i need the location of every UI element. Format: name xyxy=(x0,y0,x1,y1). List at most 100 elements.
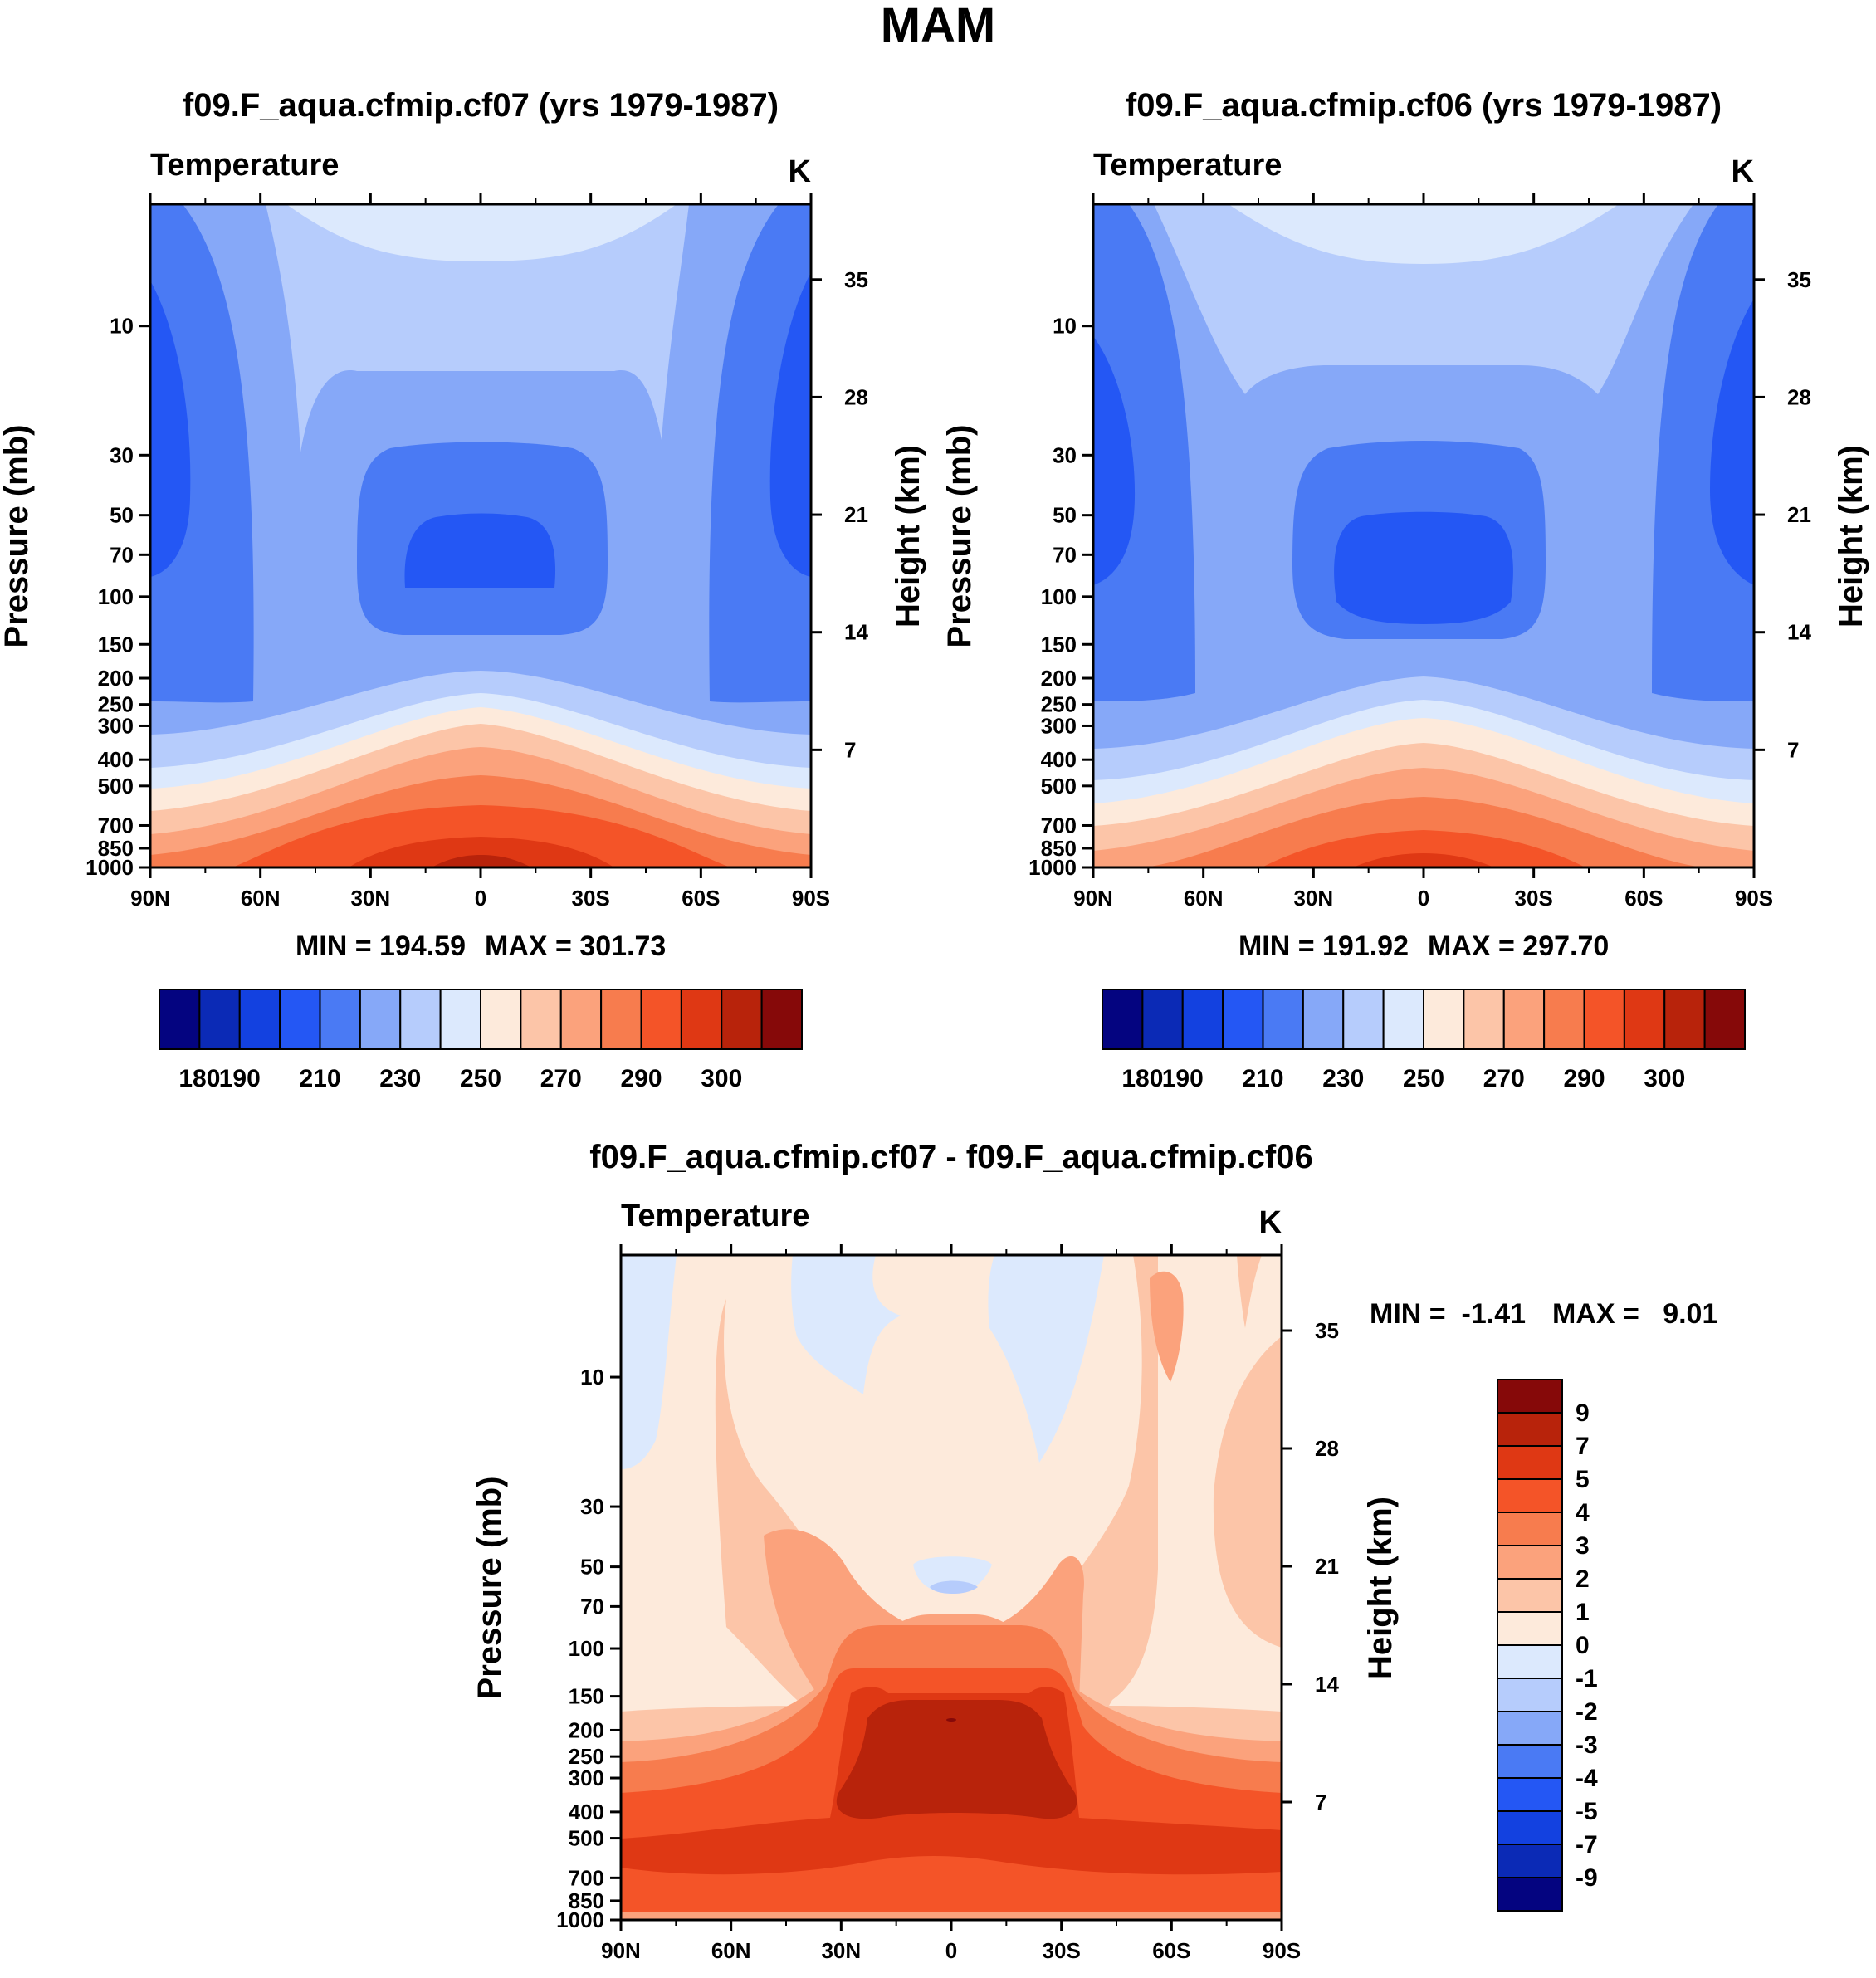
ylabel-pressure: Pressure (mb) xyxy=(941,425,978,648)
colorbar-swatch xyxy=(1497,1512,1563,1546)
y-tick-label: 1000 xyxy=(1028,855,1077,880)
colorbar-swatch xyxy=(1463,989,1505,1050)
units-label: K xyxy=(1732,154,1755,189)
colorbar-label: 180 xyxy=(1121,1065,1163,1092)
height-tick-label: 35 xyxy=(844,267,868,292)
colorbar-swatch xyxy=(1497,1877,1563,1912)
colorbar-swatch xyxy=(1497,1844,1563,1878)
contour-band xyxy=(946,1718,956,1722)
colorbar-label: 290 xyxy=(1563,1065,1605,1092)
contour-band xyxy=(1093,204,1195,701)
colorbar-swatch xyxy=(1497,1445,1563,1480)
max-label: MAX = 9.01 xyxy=(1552,1298,1717,1330)
panel-difference: f09.F_aqua.cfmip.cf07 - f09.F_aqua.cfmip… xyxy=(471,1139,1717,1963)
panel-title: f09.F_aqua.cfmip.cf07 (yrs 1979-1987) xyxy=(183,87,779,124)
colorbar-label: 7 xyxy=(1576,1433,1590,1460)
contour-band xyxy=(349,837,614,867)
colorbar-swatch xyxy=(640,989,682,1050)
x-tick-label: 30N xyxy=(350,886,390,911)
colorbar: 9 7 5 4 3 2 1 0 -1 -2 -3 -4 -5 -7 -9 xyxy=(1497,1379,1598,1912)
colorbar-label: 210 xyxy=(1242,1065,1283,1092)
axes: 1030507010015020025030040050070085010003… xyxy=(556,1244,1339,1963)
contour-band xyxy=(769,272,811,577)
contour-band xyxy=(1262,830,1585,867)
ylabel-height: Height (km) xyxy=(890,445,926,628)
figure-title: MAM xyxy=(881,0,996,52)
colorbar-label: 210 xyxy=(299,1065,340,1092)
x-tick-label: 90S xyxy=(1263,1938,1301,1963)
y-tick-label: 1000 xyxy=(556,1907,604,1932)
colorbar-label: -2 xyxy=(1576,1698,1598,1726)
contour-band xyxy=(404,513,556,588)
y-tick-label: 700 xyxy=(98,813,134,838)
contour-band xyxy=(709,204,811,703)
contour-band xyxy=(1150,1271,1184,1382)
colorbar-swatch xyxy=(439,989,481,1050)
y-tick-label: 30 xyxy=(580,1494,604,1519)
colorbar-label: 180 xyxy=(178,1065,220,1092)
contour-band xyxy=(286,204,677,261)
colorbar-swatch xyxy=(480,989,522,1050)
panel-cf07: f09.F_aqua.cfmip.cf07 (yrs 1979-1987) Te… xyxy=(0,87,926,1092)
y-tick-label: 250 xyxy=(98,692,134,717)
colorbar-swatch xyxy=(1497,1611,1563,1646)
contour-band xyxy=(621,1856,1282,1920)
units-label: K xyxy=(789,154,812,189)
colorbar-swatch xyxy=(238,989,281,1050)
colorbar-label: 300 xyxy=(701,1065,742,1092)
x-tick-label: 60S xyxy=(1152,1938,1190,1963)
colorbar-label: 1 xyxy=(1576,1599,1590,1626)
x-tick-label: 30S xyxy=(1515,886,1553,911)
y-tick-label: 500 xyxy=(1041,774,1077,799)
y-tick-label: 10 xyxy=(110,314,134,339)
y-tick-label: 100 xyxy=(1041,584,1077,609)
colorbar-label: 300 xyxy=(1644,1065,1685,1092)
colorbar-label: 0 xyxy=(1576,1632,1590,1659)
height-tick-label: 28 xyxy=(844,384,868,409)
height-tick-label: 14 xyxy=(844,620,868,645)
contour-band xyxy=(150,204,254,703)
y-tick-label: 850 xyxy=(98,836,134,861)
contour-band xyxy=(621,1912,1282,1920)
colorbar-label: -1 xyxy=(1576,1665,1598,1692)
y-tick-label: 150 xyxy=(569,1684,604,1709)
units-label: K xyxy=(1259,1205,1282,1240)
colorbar-swatch xyxy=(1497,1578,1563,1613)
y-tick-label: 70 xyxy=(1053,542,1077,567)
x-tick-label: 30N xyxy=(821,1938,861,1963)
min-label: MIN = 191.92 xyxy=(1238,930,1409,962)
y-tick-label: 850 xyxy=(569,1888,604,1913)
colorbar-label: 190 xyxy=(1162,1065,1204,1092)
x-tick-label: 60N xyxy=(241,886,281,911)
y-tick-label: 150 xyxy=(1041,632,1077,657)
colorbar-swatch xyxy=(1181,989,1224,1050)
y-tick-label: 700 xyxy=(1041,813,1077,838)
colorbar-swatch xyxy=(1102,989,1144,1050)
colorbar-swatch xyxy=(1663,989,1706,1050)
colorbar-swatch xyxy=(760,989,803,1050)
y-tick-label: 500 xyxy=(98,774,134,799)
colorbar-swatch xyxy=(1423,989,1465,1050)
colorbar-swatch xyxy=(399,989,442,1050)
y-tick-label: 500 xyxy=(569,1826,604,1851)
colorbar-swatch xyxy=(520,989,562,1050)
contour-field xyxy=(1093,204,1754,867)
y-tick-label: 50 xyxy=(110,503,134,528)
y-tick-label: 400 xyxy=(569,1800,604,1824)
colorbar-swatch xyxy=(1502,989,1546,1050)
contour-band xyxy=(621,1255,677,1469)
colorbar-swatch xyxy=(1583,989,1625,1050)
colorbar-label: 270 xyxy=(540,1065,582,1092)
colorbar-label: 5 xyxy=(1576,1466,1590,1493)
x-tick-label: 90N xyxy=(130,886,170,911)
colorbar-swatch xyxy=(1497,1478,1563,1513)
x-tick-label: 60S xyxy=(1624,886,1663,911)
y-tick-label: 300 xyxy=(569,1766,604,1790)
height-tick-label: 7 xyxy=(1315,1790,1326,1814)
x-tick-label: 0 xyxy=(945,1938,957,1963)
colorbar-swatch xyxy=(1543,989,1585,1050)
height-tick-label: 7 xyxy=(1787,737,1799,762)
contour-band xyxy=(150,281,191,577)
min-label: MIN = -1.41 xyxy=(1370,1298,1526,1330)
